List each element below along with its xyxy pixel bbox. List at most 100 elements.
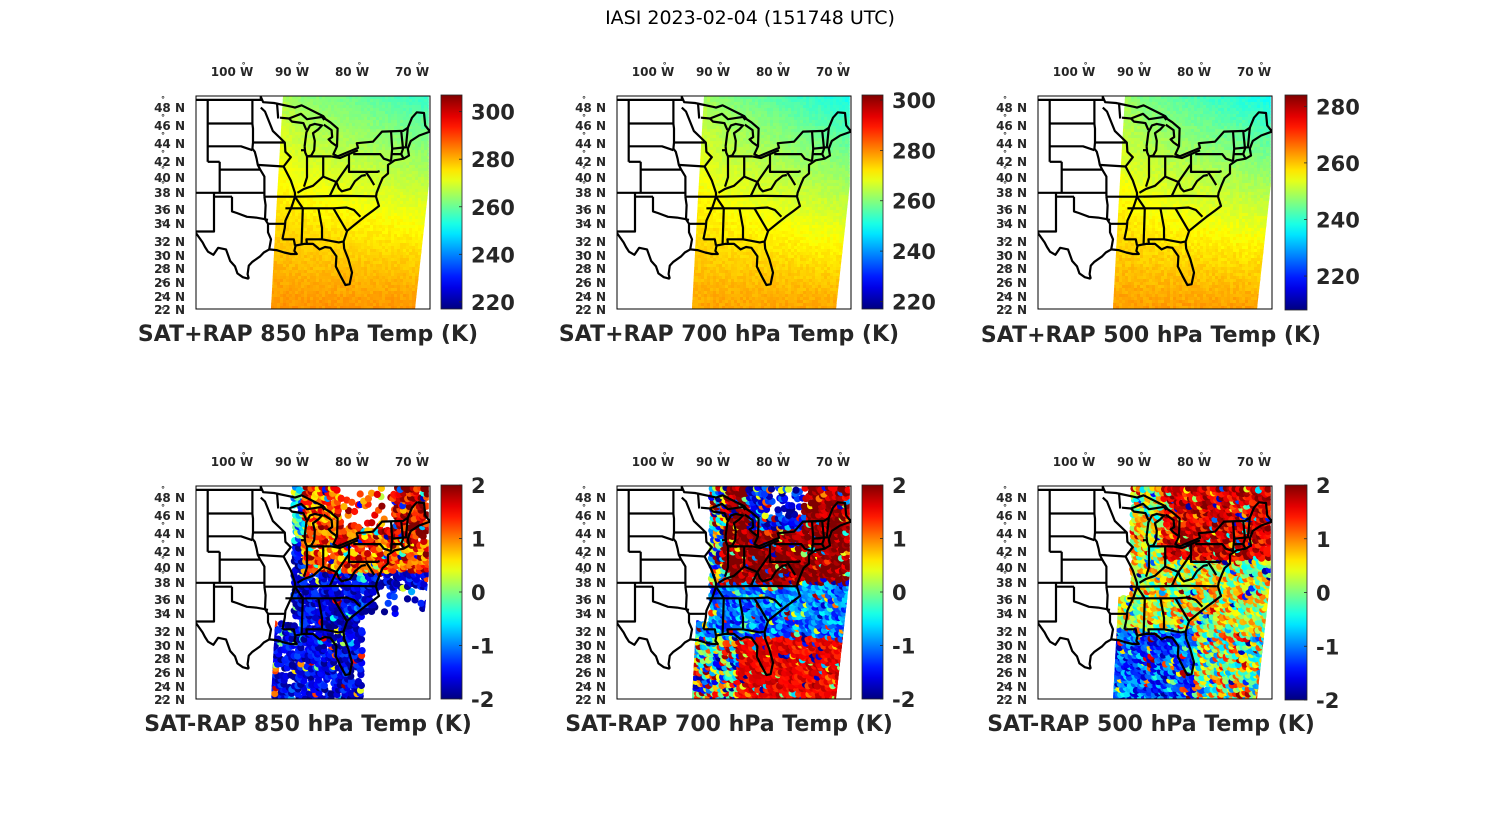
data-cell xyxy=(340,270,344,274)
data-cell xyxy=(376,120,380,124)
data-cell xyxy=(394,198,398,202)
data-cell xyxy=(388,114,392,118)
data-cell xyxy=(355,225,359,229)
data-cell xyxy=(376,288,380,292)
data-cell xyxy=(307,177,311,181)
data-cell xyxy=(400,183,404,187)
data-cell xyxy=(403,165,407,169)
data-cell xyxy=(352,300,356,304)
data-cell xyxy=(376,258,380,262)
data-cell xyxy=(292,225,296,229)
data-cell xyxy=(400,96,404,100)
data-cell xyxy=(370,177,374,181)
data-cell xyxy=(274,270,278,274)
data-cell xyxy=(319,285,323,289)
data-cell xyxy=(391,108,395,112)
data-cell xyxy=(364,198,368,202)
data-cell xyxy=(301,120,305,124)
data-cell xyxy=(307,306,311,309)
data-cell xyxy=(349,114,353,118)
data-cell xyxy=(388,219,392,223)
data-cell xyxy=(286,210,290,214)
data-cell xyxy=(397,240,401,244)
data-cell xyxy=(316,114,320,118)
data-cell xyxy=(364,288,368,292)
data-cell xyxy=(361,183,365,187)
data-cell xyxy=(283,240,287,244)
data-cell xyxy=(289,186,293,190)
data-cell xyxy=(367,156,371,160)
data-cell xyxy=(331,105,335,109)
data-cell xyxy=(403,168,407,172)
data-cell xyxy=(313,249,317,253)
data-cell xyxy=(313,159,317,163)
data-cell xyxy=(370,216,374,220)
data-cell xyxy=(364,147,368,151)
data-cell xyxy=(289,258,293,262)
data-cell xyxy=(352,174,356,178)
data-cell xyxy=(325,225,329,229)
data-cell xyxy=(322,132,326,136)
data-cell xyxy=(295,240,299,244)
data-cell xyxy=(361,294,365,298)
data-cell xyxy=(331,228,335,232)
data-cell xyxy=(397,156,401,160)
data-cell xyxy=(400,297,404,301)
data-cell xyxy=(343,231,347,235)
data-cell xyxy=(364,267,368,271)
data-cell xyxy=(307,225,311,229)
data-cell xyxy=(394,297,398,301)
data-cell xyxy=(331,117,335,121)
data-cell xyxy=(277,228,281,232)
data-cell xyxy=(367,120,371,124)
data-cell xyxy=(343,222,347,226)
data-cell xyxy=(304,219,308,223)
data-cell xyxy=(370,198,374,202)
data-cell xyxy=(322,183,326,187)
data-cell xyxy=(340,201,344,205)
data-cell xyxy=(370,294,374,298)
data-cell xyxy=(289,114,293,118)
data-cell xyxy=(286,291,290,295)
data-cell xyxy=(400,111,404,115)
data-cell xyxy=(373,114,377,118)
data-cell xyxy=(394,168,398,172)
data-cell xyxy=(385,126,389,130)
data-cell xyxy=(349,126,353,130)
data-cell xyxy=(310,156,314,160)
data-cell xyxy=(283,285,287,289)
data-cell xyxy=(319,108,323,112)
data-cell xyxy=(316,240,320,244)
data-cell xyxy=(352,261,356,265)
data-cell xyxy=(280,264,284,268)
data-cell xyxy=(406,144,410,148)
data-cell xyxy=(325,234,329,238)
data-cell xyxy=(385,144,389,148)
data-cell xyxy=(319,138,323,142)
data-cell xyxy=(286,273,290,277)
data-cell xyxy=(340,105,344,109)
data-cell xyxy=(364,189,368,193)
data-cell xyxy=(346,180,350,184)
data-cell xyxy=(316,234,320,238)
data-cell xyxy=(403,153,407,157)
data-cell xyxy=(337,258,341,262)
data-cell xyxy=(385,162,389,166)
data-cell xyxy=(367,114,371,118)
data-cell xyxy=(403,102,407,106)
data-cell xyxy=(388,237,392,241)
data-cell xyxy=(310,270,314,274)
data-cell xyxy=(292,279,296,283)
data-cell xyxy=(367,183,371,187)
data-cell xyxy=(289,165,293,169)
data-cell xyxy=(319,279,323,283)
data-cell xyxy=(322,252,326,256)
data-cell xyxy=(388,186,392,190)
data-cell xyxy=(322,294,326,298)
data-cell xyxy=(334,246,338,250)
data-cell xyxy=(307,156,311,160)
data-cell xyxy=(322,150,326,154)
data-cell xyxy=(289,255,293,259)
data-cell xyxy=(307,114,311,118)
data-cell xyxy=(292,111,296,115)
